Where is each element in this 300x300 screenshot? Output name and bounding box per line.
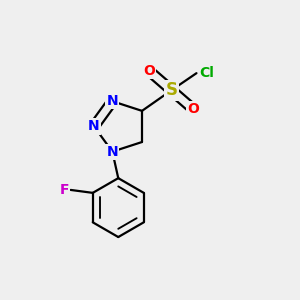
- Text: O: O: [188, 102, 200, 116]
- Text: F: F: [60, 183, 69, 197]
- Text: O: O: [143, 64, 155, 78]
- Text: Cl: Cl: [200, 66, 214, 80]
- Text: N: N: [106, 94, 118, 108]
- Text: N: N: [106, 145, 118, 159]
- Text: N: N: [88, 119, 100, 134]
- Text: S: S: [165, 81, 177, 99]
